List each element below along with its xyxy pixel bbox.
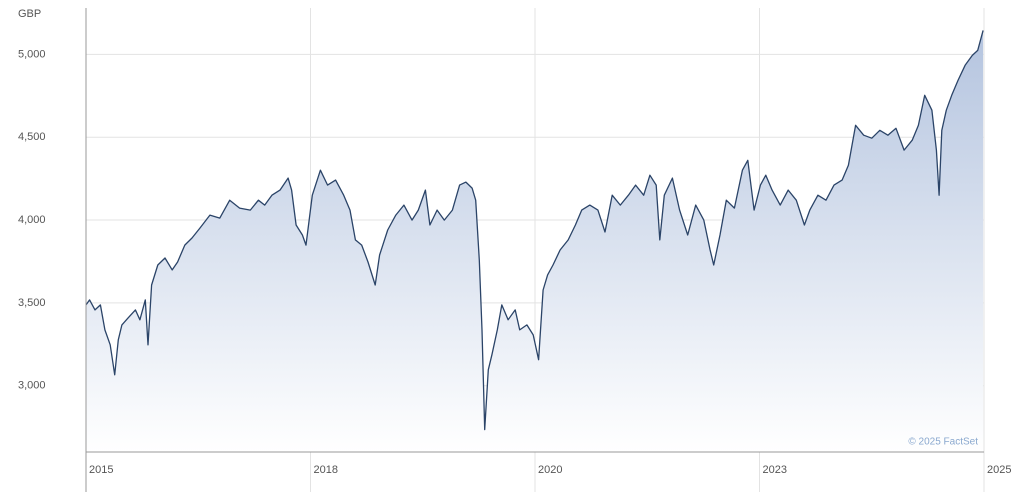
area (86, 30, 984, 453)
y-tick-label: 3,500 (18, 297, 46, 309)
y-tick-label: 4,000 (18, 214, 46, 226)
x-tick-label: 2020 (538, 464, 562, 476)
x-tick-label: 2018 (314, 464, 338, 476)
x-tick-label: 2025 (987, 464, 1011, 476)
y-tick-label: 5,000 (18, 48, 46, 60)
y-tick-label: 3,000 (18, 380, 46, 392)
y-tick-label: 4,500 (18, 131, 46, 143)
unit-label: GBP (18, 8, 41, 20)
x-tick-label: 2023 (763, 464, 787, 476)
x-tick-label: 2015 (89, 464, 113, 476)
line (85, 30, 984, 431)
source-label: © 2025 FactSet (908, 437, 978, 448)
